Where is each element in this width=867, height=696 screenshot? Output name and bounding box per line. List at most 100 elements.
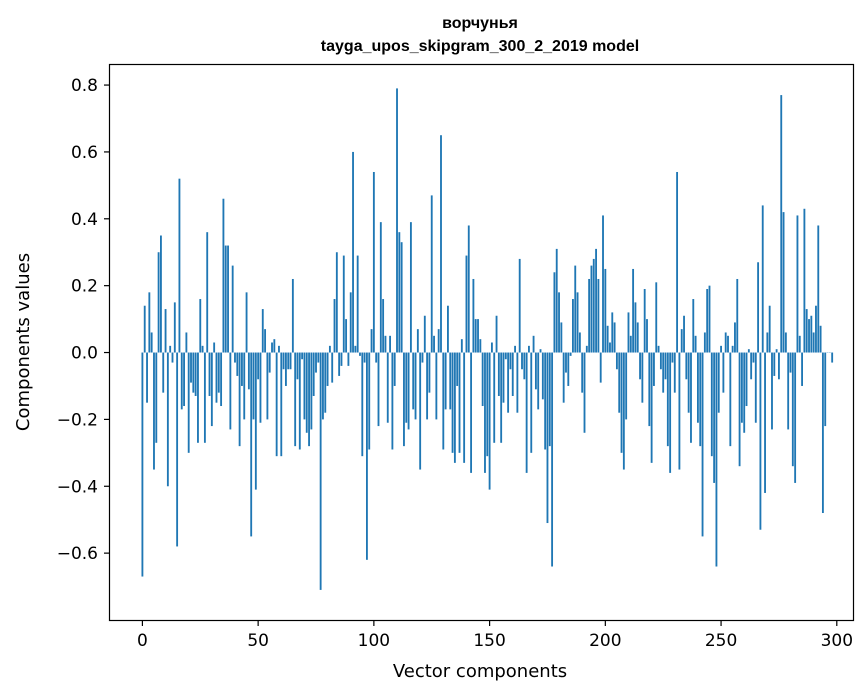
bar-163	[518, 258, 521, 353]
bar-254	[729, 352, 732, 447]
bar-47	[250, 352, 253, 537]
bar-30	[210, 352, 213, 427]
bar-213	[634, 302, 637, 353]
bar-46	[247, 352, 250, 390]
bar-16	[178, 178, 181, 353]
bar-282	[794, 352, 797, 483]
bar-2	[146, 352, 148, 403]
bar-119	[416, 329, 419, 353]
bar-165	[523, 352, 526, 380]
bar-199	[602, 215, 604, 353]
bar-95	[361, 352, 364, 457]
bar-125	[430, 195, 433, 353]
bar-49	[254, 352, 257, 490]
bar-80	[326, 352, 329, 386]
bar-144	[474, 319, 477, 353]
bar-112	[400, 242, 403, 353]
bar-39	[231, 265, 234, 353]
bar-129	[440, 135, 442, 353]
bar-109	[393, 352, 396, 386]
bar-295	[824, 352, 827, 427]
bar-152	[493, 352, 496, 443]
bar-87	[342, 255, 345, 353]
bar-226	[664, 352, 667, 380]
bar-159	[509, 352, 512, 370]
bar-17	[180, 352, 183, 410]
bar-19	[185, 332, 188, 353]
bar-140	[465, 255, 468, 353]
bar-187	[574, 265, 577, 353]
bar-122	[423, 315, 426, 353]
bar-252	[724, 332, 727, 353]
bar-34	[220, 352, 223, 407]
bar-173	[541, 352, 544, 400]
bar-190	[581, 352, 584, 393]
bar-143	[472, 278, 475, 353]
bar-194	[590, 265, 593, 353]
bar-196	[595, 248, 597, 353]
bar-98	[368, 352, 371, 450]
bar-191	[583, 352, 586, 433]
bar-180	[558, 292, 560, 353]
bar-216	[641, 352, 644, 403]
bar-242	[701, 352, 704, 537]
bar-33	[217, 352, 220, 393]
bar-56	[271, 342, 273, 353]
bar-258	[738, 352, 741, 467]
bar-38	[229, 352, 232, 430]
bar-84	[335, 252, 338, 353]
bar-185	[569, 352, 572, 356]
bar-52	[261, 309, 264, 353]
bar-219	[648, 352, 651, 427]
bar-208	[622, 352, 625, 470]
bar-280	[789, 352, 792, 373]
bar-260	[743, 352, 746, 433]
bar-222	[655, 282, 658, 353]
bar-28	[206, 232, 209, 353]
bar-14	[173, 302, 176, 353]
bar-115	[407, 352, 410, 430]
bar-74	[312, 352, 315, 396]
x-tick-label: 50	[247, 631, 269, 651]
x-tick-label: 150	[473, 631, 505, 651]
bar-88	[345, 319, 348, 353]
bar-50	[257, 352, 260, 380]
bar-157	[504, 352, 507, 360]
bar-128	[437, 329, 440, 353]
bar-65	[291, 278, 294, 353]
bar-101	[375, 352, 378, 363]
bar-238	[692, 299, 695, 353]
bar-175	[546, 352, 549, 524]
bar-225	[662, 352, 665, 393]
bar-234	[683, 315, 685, 353]
y-tick-label: 0.8	[71, 76, 98, 96]
bar-75	[315, 352, 317, 373]
bar-285	[801, 352, 803, 386]
bar-94	[359, 352, 361, 356]
bar-127	[435, 352, 438, 420]
bar-288	[808, 319, 810, 353]
bar-1	[143, 305, 146, 353]
bar-12	[169, 345, 172, 353]
bar-21	[190, 352, 192, 383]
bar-97	[366, 352, 368, 560]
bar-59	[278, 345, 280, 353]
bar-64	[289, 352, 292, 370]
bar-250	[720, 345, 722, 353]
bar-193	[588, 278, 591, 353]
bar-135	[453, 352, 456, 463]
bar-4	[150, 332, 153, 353]
bar-55	[268, 352, 271, 373]
bar-294	[821, 352, 824, 514]
bar-25	[199, 299, 202, 353]
bar-67	[296, 352, 299, 380]
bar-79	[324, 352, 327, 413]
bar-10	[164, 309, 167, 353]
bar-153	[495, 315, 498, 353]
y-axis-label: Components values	[13, 253, 34, 431]
bar-93	[356, 255, 359, 353]
bar-81	[328, 345, 331, 353]
bar-215	[639, 352, 641, 380]
x-axis-label: Vector components	[393, 661, 567, 682]
